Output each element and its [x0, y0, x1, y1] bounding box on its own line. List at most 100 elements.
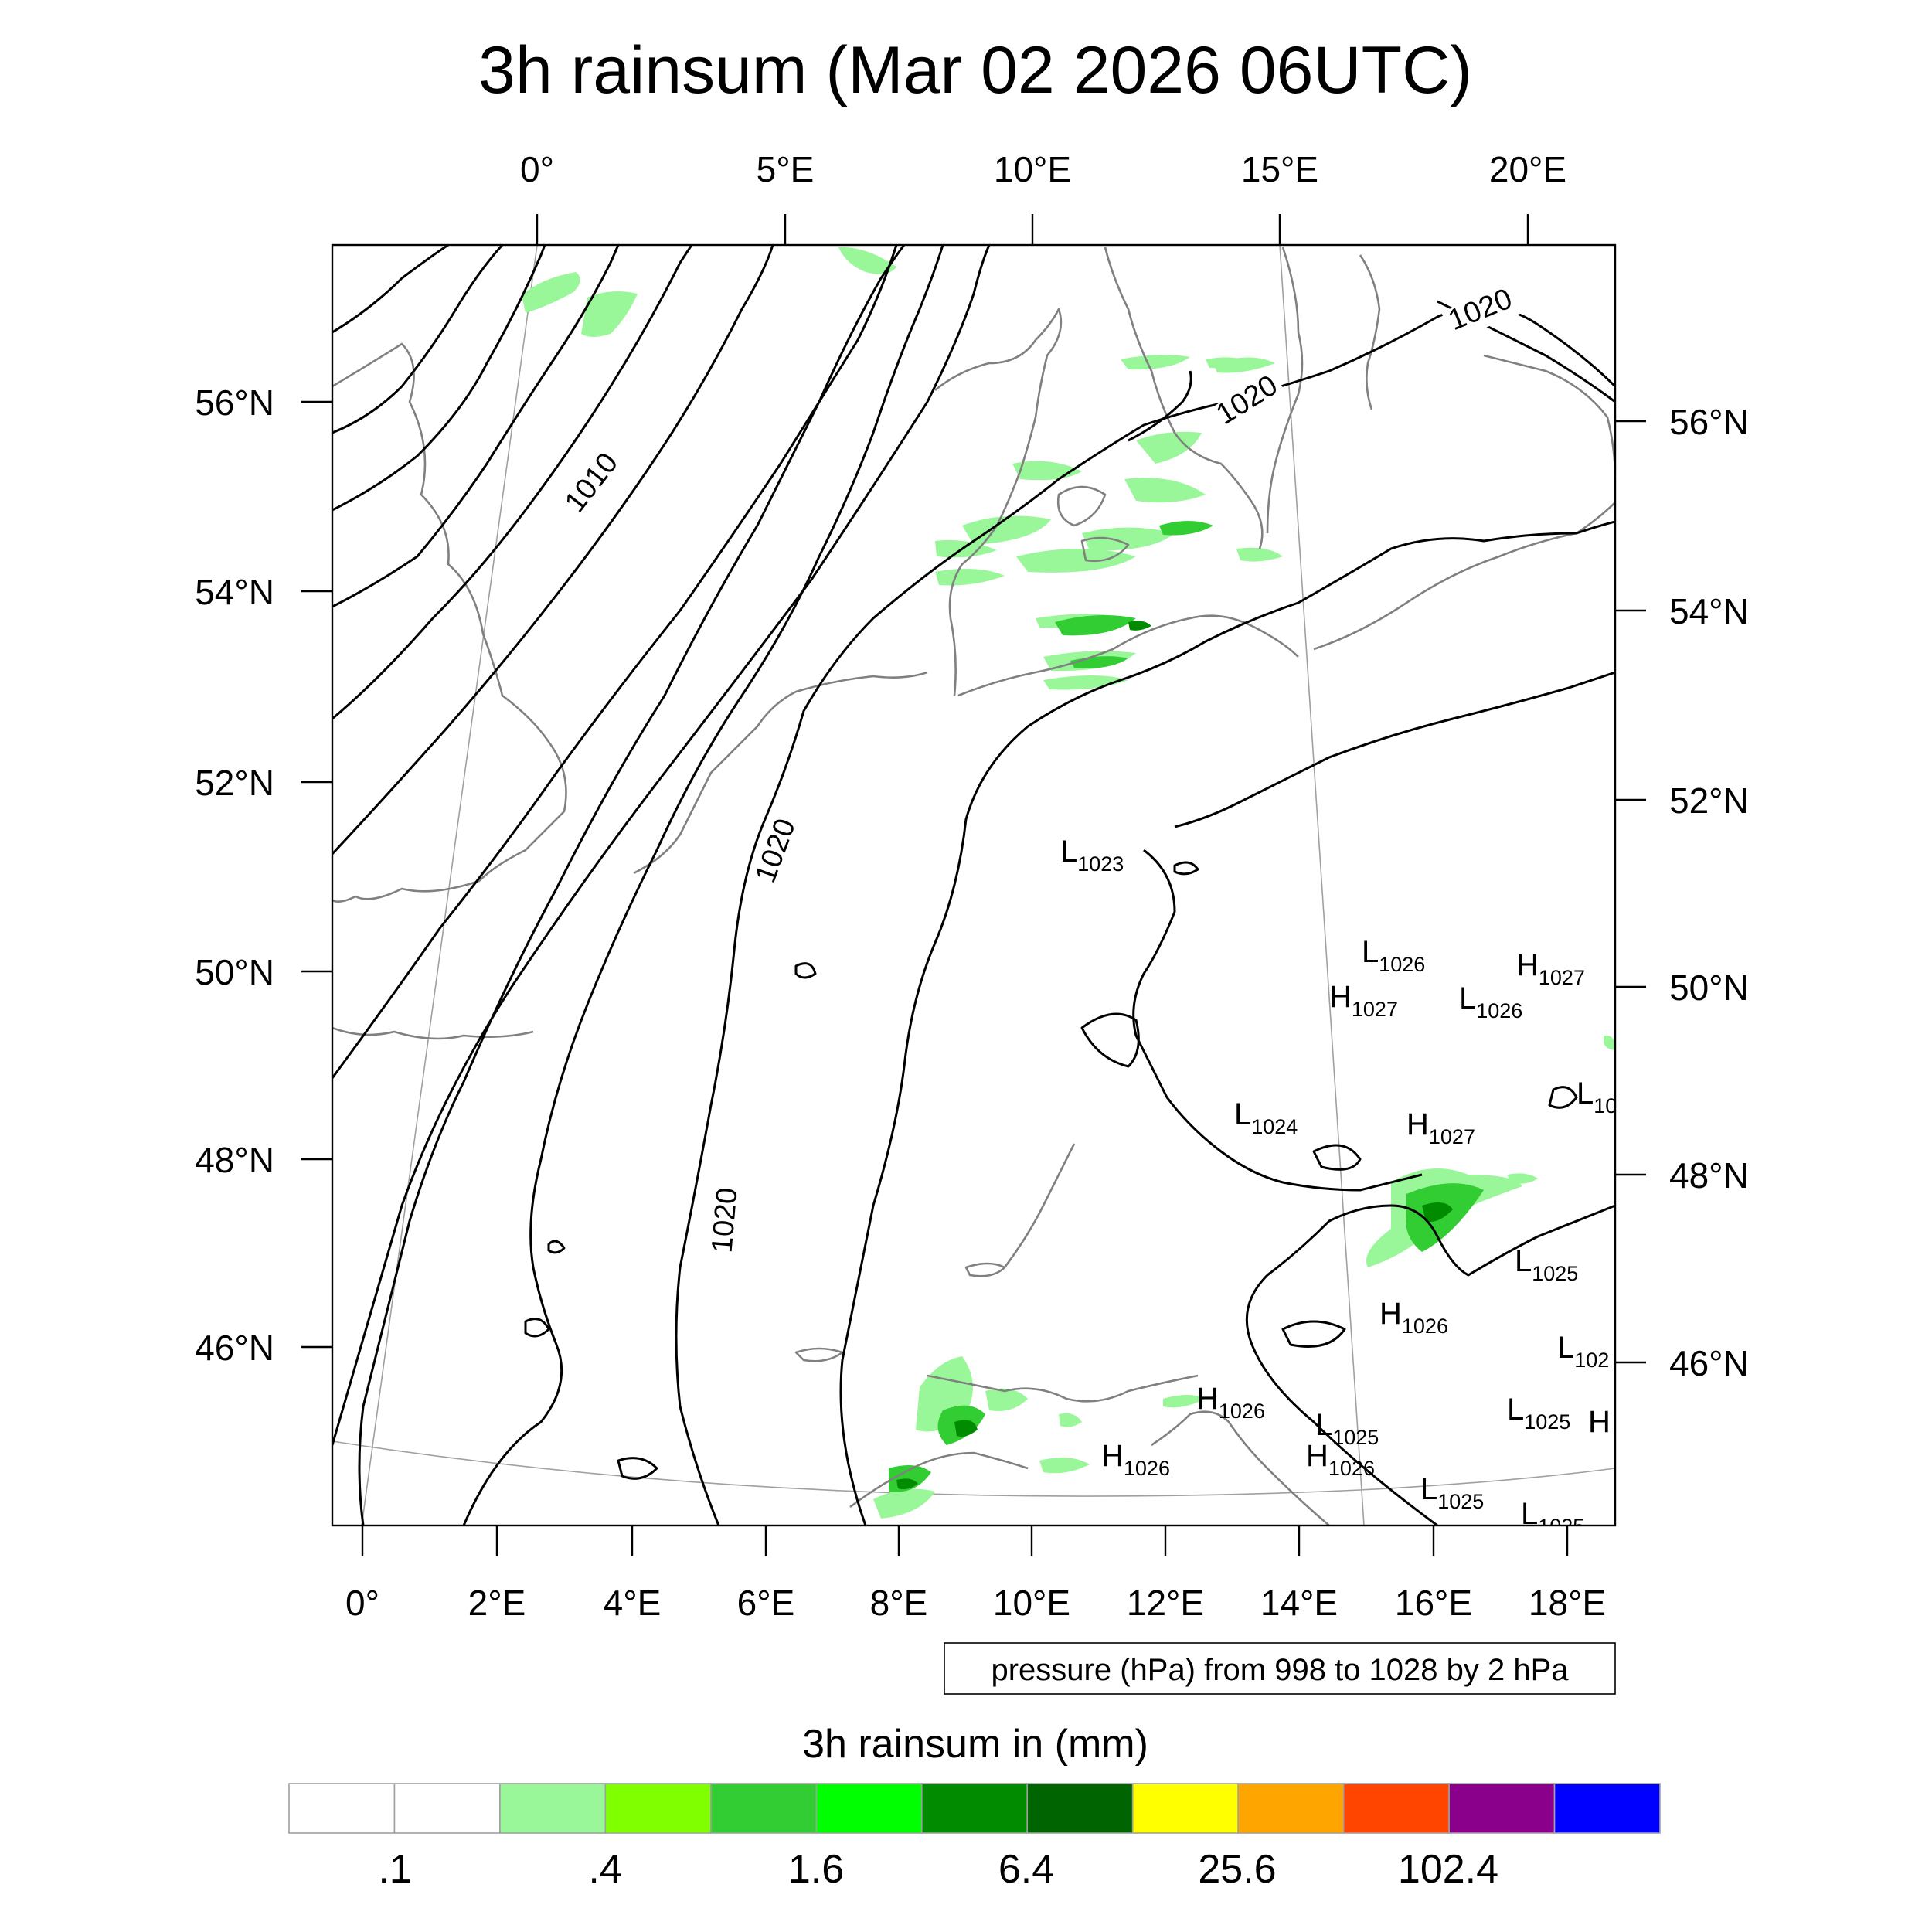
- isobar-closed-2: [1312, 1144, 1362, 1171]
- isobar-closed-1: [1080, 1012, 1140, 1068]
- precipitation-field: [522, 247, 1615, 1519]
- colorbar-swatch: [1131, 1783, 1239, 1834]
- isobar-6: [332, 245, 774, 855]
- isobar-5: [332, 245, 693, 720]
- meridian-0: [361, 245, 538, 1526]
- lat-label-right: 48°N: [1669, 1155, 1749, 1196]
- coast-ligurian: [849, 1451, 1029, 1509]
- lat-label-left: 48°N: [195, 1140, 274, 1180]
- colorbar-labels: .1 .4 1.6 6.4 25.6 102.4: [378, 1847, 1498, 1892]
- isobar-closed-5: [1173, 861, 1199, 876]
- pressure-center-markers: L1023 L1026 H1027 H1027 L1026 L10 L1024 …: [1060, 835, 1617, 1538]
- lon-label-top: 20°E: [1489, 149, 1566, 189]
- lon-label-bottom: 2°E: [468, 1583, 526, 1623]
- contour-label-bg-1020-a: [751, 811, 806, 893]
- rain-patches-dark: [896, 621, 1453, 1490]
- isobar-7: [332, 245, 898, 1079]
- coast-baltic-states: [1359, 254, 1381, 410]
- pressure-center: H1026: [1196, 1382, 1265, 1423]
- pressure-center: L102: [1557, 1331, 1609, 1372]
- isobar-1024-east: [1245, 1204, 1615, 1526]
- colorbar-label: 1.6: [788, 1847, 844, 1892]
- lon-label-bottom: 16°E: [1395, 1583, 1472, 1623]
- lat-label-left: 50°N: [195, 952, 274, 992]
- colorbar-boxes: [288, 1783, 1661, 1834]
- contour-label-bg-1020-c: [1209, 369, 1289, 436]
- isobar-1020-main: [462, 245, 944, 1526]
- isobar-9: [358, 245, 906, 1526]
- coast-danish-islands: [1056, 485, 1130, 563]
- figure-title: 3h rainsum (Mar 02 2026 06UTC): [478, 33, 1472, 107]
- lon-label-bottom: 0°: [345, 1583, 379, 1623]
- contour-label-bg-1020-d: [1441, 284, 1522, 342]
- pressure-center: L1024: [1234, 1097, 1298, 1138]
- colorbar-label: .4: [588, 1847, 621, 1892]
- colorbar-swatch: [1553, 1783, 1661, 1834]
- map-frame: [331, 243, 1617, 1527]
- isobar-1020-inner: [675, 305, 1615, 1526]
- map-panel: 1010 1020 1020 1020 1020 L1023 L1026: [332, 245, 1617, 1538]
- colorbar-swatch: [1342, 1783, 1450, 1834]
- pressure-center: L1025: [1420, 1472, 1484, 1513]
- colorbar-label: 25.6: [1198, 1847, 1276, 1892]
- isobar-closed-3: [1281, 1320, 1346, 1348]
- lat-label-left: 56°N: [195, 383, 274, 423]
- pressure-center: L1025: [1507, 1393, 1570, 1434]
- lon-label-bottom: 10°E: [993, 1583, 1070, 1623]
- coast-northern-adriatic: [1151, 1410, 1330, 1526]
- coast-baltic-poland: [1313, 502, 1615, 651]
- border-alps: [927, 1374, 1199, 1403]
- isobars: [332, 245, 1615, 1526]
- axis-ticks: [301, 214, 1646, 1556]
- pressure-center: L10: [1577, 1077, 1617, 1117]
- pressure-center: L1026: [1362, 935, 1425, 976]
- lake-geneva: [794, 1347, 844, 1362]
- lon-label-top: 15°E: [1241, 149, 1318, 189]
- isobar-closed-7: [547, 1240, 566, 1254]
- top-longitude-labels: 0° 5°E 10°E 15°E 20°E: [520, 149, 1566, 189]
- isobar-8: [332, 245, 991, 1446]
- isobar-1020-baltic: [1128, 370, 1192, 442]
- coast-denmark-west: [934, 308, 1063, 696]
- lon-label-bottom: 6°E: [737, 1583, 795, 1623]
- contour-label-1020-b: 1020: [706, 1186, 743, 1254]
- lon-label-top: 0°: [520, 149, 554, 189]
- rain-patches-light: [522, 247, 1615, 1519]
- pressure-center: H1027: [1406, 1107, 1475, 1148]
- colorbar-swatch: [920, 1783, 1029, 1834]
- isobar-1: [332, 245, 449, 334]
- left-latitude-labels: 56°N 54°N 52°N 50°N 48°N 46°N: [195, 383, 274, 1368]
- lake-constance: [964, 1262, 1006, 1277]
- coast-baltic-latvia: [1483, 354, 1615, 480]
- graticule: [332, 245, 1615, 1526]
- pressure-center: H1026: [1101, 1439, 1170, 1480]
- contour-labels: 1010 1020 1020 1020 1020: [559, 283, 1522, 1259]
- pressure-center: H1027: [1516, 948, 1585, 989]
- coast-german-baltic: [957, 614, 1299, 697]
- colorbar-swatch: [288, 1783, 396, 1834]
- colorbar-swatch: [1026, 1783, 1134, 1834]
- lat-label-left: 46°N: [195, 1328, 274, 1368]
- right-latitude-labels: 56°N 54°N 52°N 50°N 48°N 46°N: [1669, 402, 1749, 1383]
- pressure-center: H: [1588, 1405, 1611, 1439]
- lon-label-bottom: 18°E: [1529, 1583, 1606, 1623]
- isobar-2: [332, 245, 504, 434]
- bottom-longitude-labels: 0° 2°E 4°E 6°E 8°E 10°E 12°E 14°E 16°E 1…: [345, 1583, 1606, 1623]
- pressure-center: H1026: [1379, 1297, 1448, 1338]
- pressure-center: L1025: [1521, 1497, 1584, 1538]
- isobar-4: [332, 245, 620, 608]
- lat-label-left: 52°N: [195, 763, 274, 803]
- colorbar-label: 102.4: [1398, 1847, 1498, 1892]
- colorbar-swatch: [499, 1783, 607, 1834]
- coast-great-britain: [332, 342, 567, 903]
- lon-label-bottom: 14°E: [1260, 1583, 1338, 1623]
- meridian-15e: [1279, 245, 1365, 1526]
- isobar-closed-9: [617, 1457, 658, 1480]
- colorbar-swatch: [815, 1783, 923, 1834]
- contour-info-box: [944, 1642, 1616, 1695]
- pressure-center: L1026: [1459, 981, 1522, 1022]
- lat-label-right: 46°N: [1669, 1343, 1749, 1383]
- isobar-1024-basin: [1132, 849, 1423, 1192]
- colorbar-swatch: [604, 1783, 712, 1834]
